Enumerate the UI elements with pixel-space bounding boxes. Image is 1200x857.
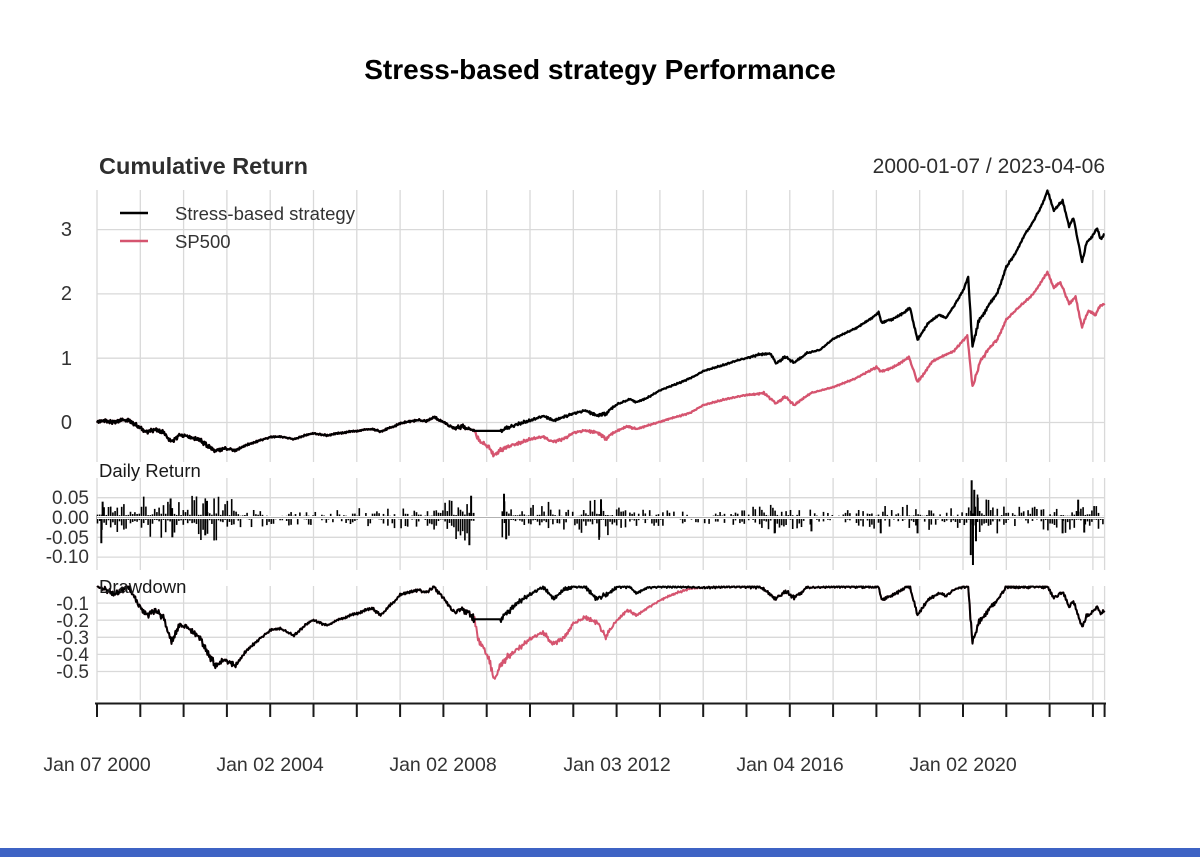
drawdown-series xyxy=(96,585,1106,680)
daily-return-bars xyxy=(96,480,1104,566)
xlabel-2016: Jan 04 2016 xyxy=(736,754,843,776)
cumulative-return-series xyxy=(95,189,1106,458)
daily-ytick-000: 0.00 xyxy=(52,508,89,529)
legend-label-strategy: Stress-based strategy xyxy=(175,203,356,224)
dd-ytick-m04: -0.4 xyxy=(56,645,89,666)
dd-ytick-m03: -0.3 xyxy=(56,628,89,649)
dd-ytick-m05: -0.5 xyxy=(56,662,89,683)
dd-ytick-m02: -0.2 xyxy=(56,611,89,632)
xlabel-2012: Jan 03 2012 xyxy=(563,754,670,776)
cum-ytick-0: 0 xyxy=(61,412,72,434)
daily-panel-title: Daily Return xyxy=(99,460,201,481)
legend-label-sp500: SP500 xyxy=(175,231,231,252)
xlabel-2020: Jan 02 2020 xyxy=(909,754,1017,776)
cum-ytick-1: 1 xyxy=(61,348,72,370)
cumulative-panel-title: Cumulative Return xyxy=(99,153,308,179)
chart-title: Stress-based strategy Performance xyxy=(364,54,836,85)
xlabel-2008: Jan 02 2008 xyxy=(389,754,496,776)
cum-ytick-2: 2 xyxy=(61,283,72,305)
drawdown-panel-title: Drawdown xyxy=(99,576,186,597)
dd-ytick-m01: -0.1 xyxy=(56,594,89,615)
xlabel-2000: Jan 07 2000 xyxy=(43,754,151,776)
cum-ytick-3: 3 xyxy=(61,219,72,241)
xlabel-2004: Jan 02 2004 xyxy=(216,754,324,776)
daily-ytick-005: 0.05 xyxy=(52,488,89,509)
daily-ytick-m005: -0.05 xyxy=(46,528,89,549)
bottom-bar xyxy=(0,848,1200,857)
daily-ytick-m010: -0.10 xyxy=(46,547,89,568)
x-axis xyxy=(95,702,1106,717)
date-range-label: 2000-01-07 / 2023-04-06 xyxy=(873,155,1105,178)
